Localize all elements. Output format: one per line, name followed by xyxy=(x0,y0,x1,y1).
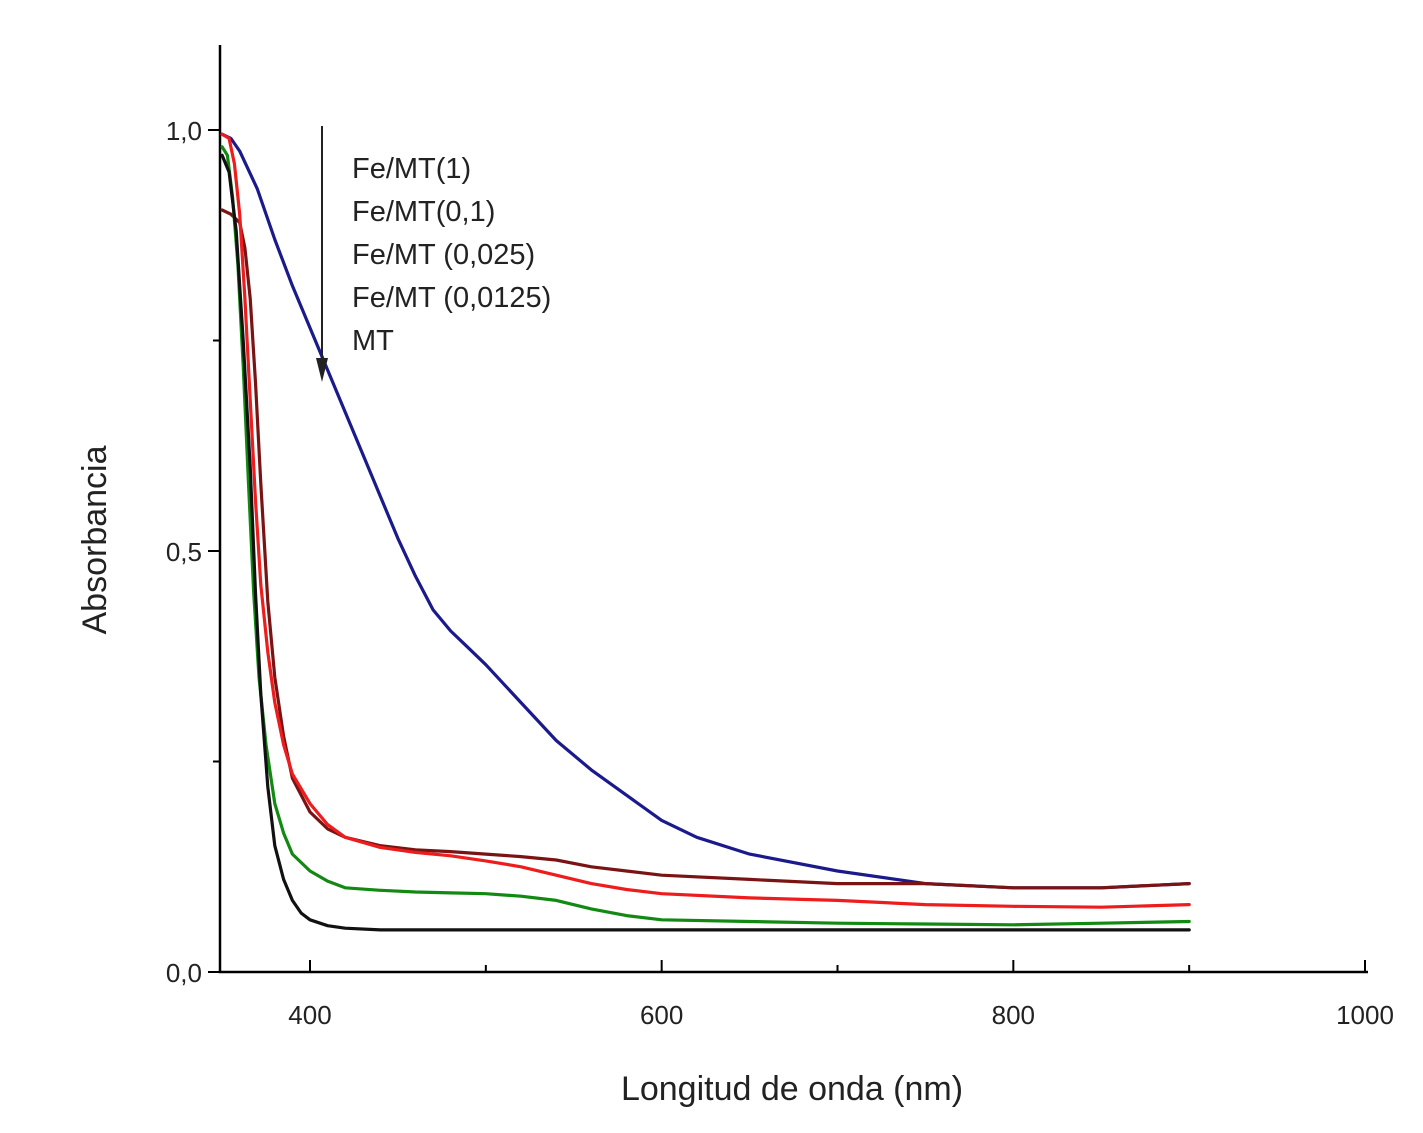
legend-entry: MT xyxy=(352,325,394,357)
legend: Fe/MT(1) Fe/MT(0,1) Fe/MT (0,025) Fe/MT … xyxy=(316,126,551,382)
series-layer xyxy=(220,132,1191,932)
y-tick-label: 0,5 xyxy=(166,537,202,567)
axes xyxy=(218,45,1368,974)
x-axis-title: Longitud de onda (nm) xyxy=(621,1070,963,1108)
x-tick-label: 1000 xyxy=(1336,1000,1394,1030)
legend-entry: Fe/MT (0,025) xyxy=(352,239,535,271)
series-line-5 xyxy=(220,153,1191,932)
series-line-4 xyxy=(220,145,1191,927)
legend-entry: Fe/MT (0,0125) xyxy=(352,282,551,314)
y-tick-label: 1,0 xyxy=(166,116,202,146)
legend-entry: Fe/MT(0,1) xyxy=(352,196,495,228)
series-line-1 xyxy=(220,132,1191,890)
ticks: 400 600 800 1000 0,0 0,5 1,0 xyxy=(166,116,1394,1030)
series-line-3 xyxy=(220,132,1191,909)
series-line-2 xyxy=(220,208,1191,890)
y-tick-label: 0,0 xyxy=(166,958,202,988)
y-axis-title: Absorbancia xyxy=(76,445,114,634)
legend-entry: Fe/MT(1) xyxy=(352,153,471,185)
legend-arrow-head-icon xyxy=(316,358,328,382)
x-tick-label: 600 xyxy=(640,1000,683,1030)
x-tick-label: 800 xyxy=(992,1000,1035,1030)
x-tick-label: 400 xyxy=(288,1000,331,1030)
